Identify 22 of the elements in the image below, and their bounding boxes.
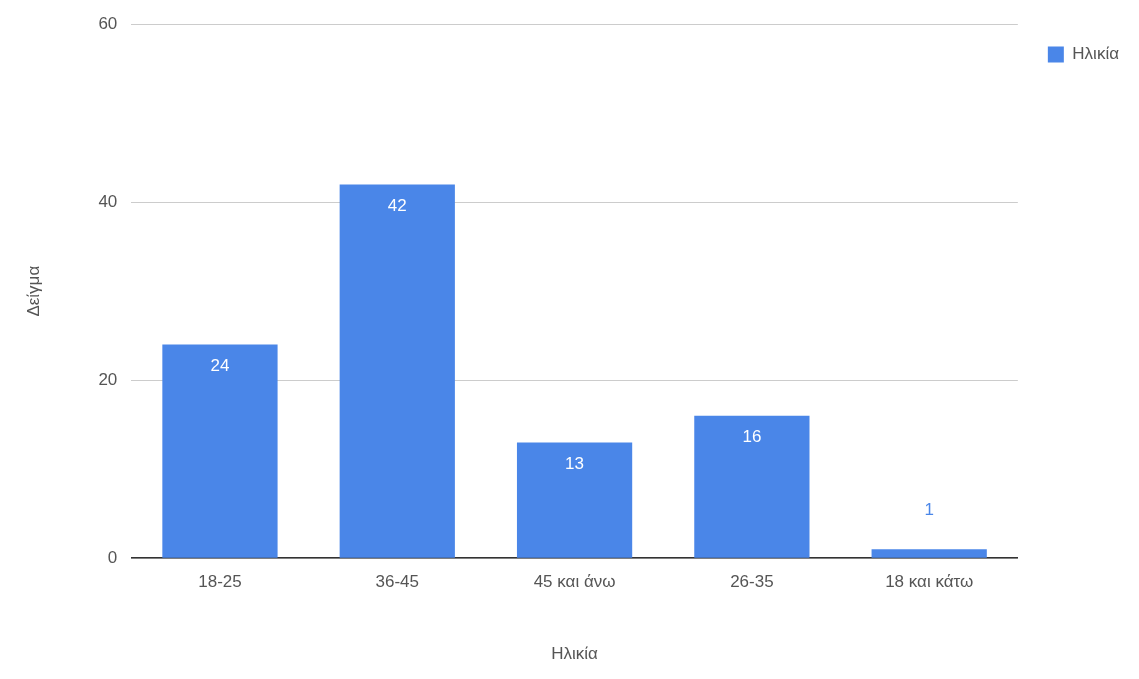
x-tick-label: 26-35: [730, 572, 774, 592]
data-label: 1: [924, 500, 934, 520]
x-axis-title: Ηλικία: [551, 644, 599, 664]
bar: [339, 184, 455, 558]
y-tick-label: 20: [98, 369, 118, 389]
data-label: 13: [565, 453, 585, 473]
bar: [694, 415, 810, 558]
x-tick-label: 45 και άνω: [533, 572, 616, 592]
y-axis-title: Δείγμα: [23, 265, 43, 317]
data-label: 42: [387, 195, 407, 215]
bar: [516, 442, 633, 558]
data-label: 24: [210, 355, 230, 375]
x-tick-label: 18-25: [198, 572, 242, 592]
bar: [162, 344, 278, 558]
y-tick-label: 40: [98, 191, 118, 211]
y-tick-label: 60: [98, 13, 118, 33]
data-label: 16: [742, 426, 762, 446]
legend-label: Ηλικία: [1072, 44, 1120, 64]
bar: [871, 549, 987, 558]
x-tick-label: 18 και κάτω: [885, 572, 974, 592]
y-tick-label: 0: [107, 547, 118, 567]
x-tick-label: 36-45: [375, 572, 420, 592]
